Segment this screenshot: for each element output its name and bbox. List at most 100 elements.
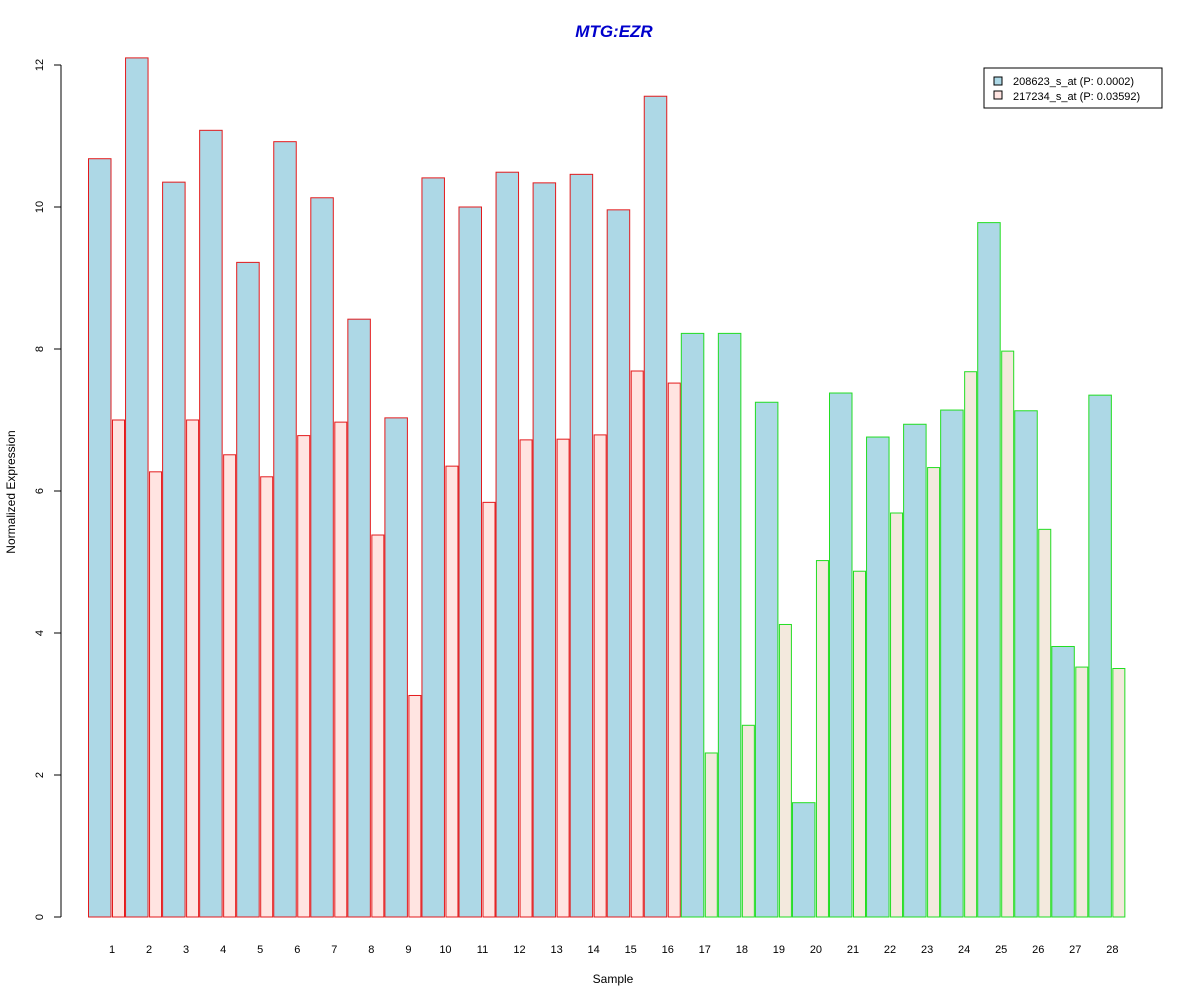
bar-217234-sample-16 <box>667 382 681 918</box>
bar-217234-sample-13 <box>556 438 570 918</box>
bar-208623-sample-28 <box>1088 394 1112 918</box>
y-axis-title: Normalized Expression <box>4 430 18 553</box>
bar-217234-sample-24 <box>964 371 978 918</box>
legend: 208623_s_at (P: 0.0002) 217234_s_at (P: … <box>983 67 1163 109</box>
bar-208623-sample-16 <box>643 95 668 918</box>
x-tick-label: 9 <box>405 944 411 956</box>
bar-208623-sample-2 <box>125 57 149 918</box>
bar-208623-sample-12 <box>495 171 520 918</box>
bar-208623-sample-15 <box>606 209 631 918</box>
bar-208623-sample-25 <box>977 222 1001 918</box>
chart-title: MTG:EZR <box>575 22 653 41</box>
bar-208623-sample-7 <box>310 197 334 918</box>
bar-208623-sample-18 <box>717 332 742 918</box>
bar-217234-sample-25 <box>1001 350 1015 918</box>
x-tick-label: 28 <box>1106 944 1118 956</box>
y-tick-label: 4 <box>34 630 46 636</box>
bar-217234-sample-7 <box>334 421 348 918</box>
bar-217234-sample-2 <box>149 471 163 918</box>
bar-208623-sample-26 <box>1014 410 1038 918</box>
bar-217234-sample-14 <box>593 434 607 918</box>
x-tick-label: 13 <box>550 944 562 956</box>
x-tick-label: 12 <box>513 944 525 956</box>
bar-208623-sample-11 <box>458 206 482 918</box>
bar-217234-sample-22 <box>890 512 904 918</box>
y-tick-label: 2 <box>34 772 46 778</box>
x-tick-label: 21 <box>847 944 859 956</box>
y-tick-label: 12 <box>34 59 46 71</box>
x-tick-label: 23 <box>921 944 933 956</box>
legend-box <box>983 67 1163 109</box>
bar-208623-sample-20 <box>791 802 816 918</box>
legend-label-208623: 208623_s_at (P: 0.0002) <box>1013 76 1134 88</box>
bar-217234-sample-4 <box>223 454 237 918</box>
bar-217234-sample-20 <box>815 560 829 918</box>
bar-208623-sample-13 <box>532 182 557 918</box>
bar-208623-sample-21 <box>829 392 853 918</box>
bar-208623-sample-3 <box>162 181 186 918</box>
bar-217234-sample-9 <box>408 694 422 918</box>
bar-217234-sample-21 <box>853 570 866 918</box>
bar-217234-sample-28 <box>1112 668 1126 918</box>
bars-layer <box>88 57 1126 918</box>
x-tick-label: 26 <box>1032 944 1044 956</box>
bar-208623-sample-19 <box>754 401 779 918</box>
x-tick-label: 16 <box>662 944 674 956</box>
x-tick-label: 5 <box>257 944 263 956</box>
bar-208623-sample-1 <box>88 158 112 918</box>
y-tick-label: 0 <box>34 914 46 920</box>
x-tick-label: 18 <box>736 944 748 956</box>
x-tick-label: 25 <box>995 944 1007 956</box>
bar-208623-sample-22 <box>866 436 890 918</box>
x-tick-label: 7 <box>331 944 337 956</box>
bar-208623-sample-8 <box>347 318 371 918</box>
legend-swatch-217234 <box>993 90 1003 100</box>
bar-208623-sample-4 <box>199 129 223 918</box>
bar-217234-sample-11 <box>482 501 496 918</box>
bar-208623-sample-9 <box>384 417 408 918</box>
x-tick-labels: 1 2 3 4 5 6 7 8 9 10 11 12 13 14 15 16 17 18 19 20 21 22 23 24 2… <box>109 944 1119 956</box>
bar-217234-sample-26 <box>1038 528 1052 918</box>
x-tick-label: 3 <box>183 944 189 956</box>
bar-217234-sample-15 <box>630 370 644 918</box>
bar-208623-sample-14 <box>569 173 594 918</box>
bar-217234-sample-1 <box>112 419 125 918</box>
legend-label-217234: 217234_s_at (P: 0.03592) <box>1013 91 1140 103</box>
x-tick-label: 20 <box>810 944 822 956</box>
bar-217234-sample-8 <box>371 534 385 918</box>
x-tick-label: 15 <box>625 944 637 956</box>
x-tick-label: 19 <box>773 944 785 956</box>
y-tick-label: 6 <box>34 488 46 494</box>
x-tick-label: 10 <box>439 944 451 956</box>
x-tick-label: 2 <box>146 944 152 956</box>
x-axis-title: Sample <box>593 972 634 986</box>
y-tick-label: 10 <box>34 201 46 213</box>
x-tick-label: 11 <box>477 944 488 956</box>
x-tick-label: 4 <box>220 944 226 956</box>
bar-208623-sample-6 <box>273 141 297 918</box>
bar-217234-sample-27 <box>1075 666 1089 918</box>
bar-217234-sample-23 <box>927 467 941 918</box>
bar-208623-sample-24 <box>940 409 964 918</box>
bar-217234-sample-6 <box>297 435 311 918</box>
bar-217234-sample-19 <box>778 623 792 918</box>
bar-217234-sample-17 <box>704 752 718 918</box>
x-tick-label: 22 <box>884 944 896 956</box>
bar-217234-sample-12 <box>519 439 533 918</box>
bar-217234-sample-18 <box>741 724 755 918</box>
bar-208623-sample-10 <box>421 177 445 918</box>
x-tick-label: 6 <box>294 944 300 956</box>
bar-208623-sample-27 <box>1051 645 1075 918</box>
x-tick-label: 8 <box>368 944 374 956</box>
bar-217234-sample-10 <box>445 465 459 918</box>
x-tick-label: 1 <box>109 944 115 956</box>
bar-208623-sample-5 <box>236 261 260 918</box>
bar-208623-sample-23 <box>903 423 927 918</box>
bar-208623-sample-17 <box>680 332 705 918</box>
y-axis: 0 2 4 6 8 10 12 <box>34 59 62 920</box>
x-tick-label: 24 <box>958 944 970 956</box>
legend-swatch-208623 <box>993 76 1003 86</box>
bar-217234-sample-3 <box>186 419 200 918</box>
